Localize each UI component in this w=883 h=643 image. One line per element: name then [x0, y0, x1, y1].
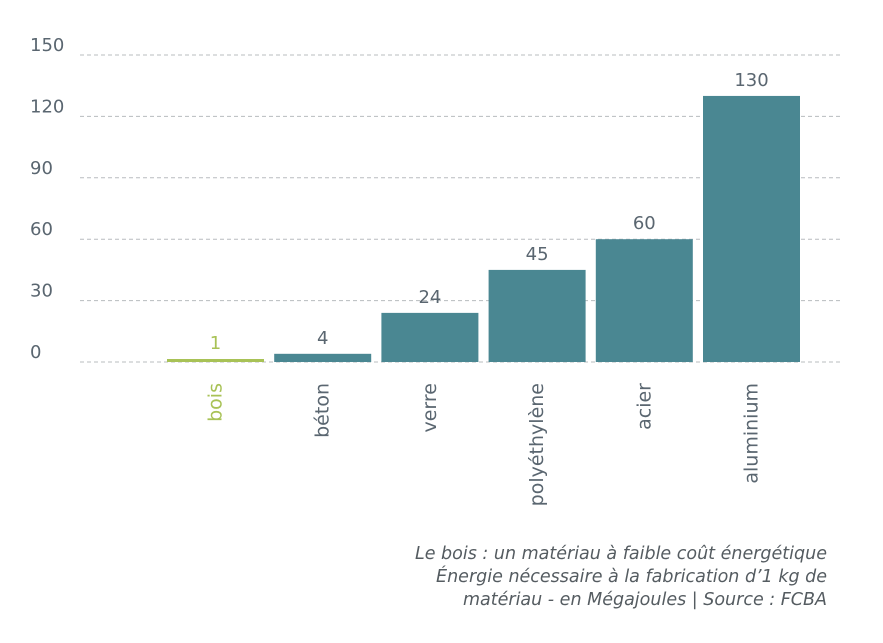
bar-1	[274, 353, 372, 362]
bar-0	[167, 359, 264, 362]
y-tick-label: 150	[30, 35, 64, 56]
chart-caption: Le bois : un matériau à faible coût éner…	[327, 543, 827, 612]
y-tick-label: 30	[30, 281, 53, 302]
x-tick-label: verre	[419, 383, 441, 433]
data-label: 60	[633, 213, 656, 234]
bar-2	[381, 312, 479, 362]
y-tick-label: 60	[30, 219, 53, 240]
y-tick-label: 90	[30, 158, 53, 179]
data-label: 1	[210, 333, 221, 354]
x-tick-label: aluminium	[741, 383, 763, 484]
y-tick-label: 120	[30, 96, 64, 117]
bar-4	[595, 239, 693, 362]
bar-3	[488, 269, 586, 362]
caption-line-3: matériau - en Mégajoules | Source : FCBA	[462, 590, 827, 610]
caption-line-1: Le bois : un matériau à faible coût éner…	[414, 544, 827, 564]
caption-line-2: Énergie nécessaire à la fabrication d’1 …	[436, 567, 827, 587]
x-tick-label: acier	[633, 383, 655, 430]
bar-5	[703, 95, 800, 362]
x-tick-label: béton	[312, 383, 334, 438]
data-label: 45	[526, 244, 549, 265]
data-label: 24	[418, 287, 441, 308]
data-label: 130	[734, 70, 768, 91]
y-tick-label: 0	[30, 342, 41, 363]
x-tick-label: bois	[205, 383, 227, 422]
data-label: 4	[317, 328, 328, 349]
x-tick-label: polyéthylène	[526, 383, 548, 506]
